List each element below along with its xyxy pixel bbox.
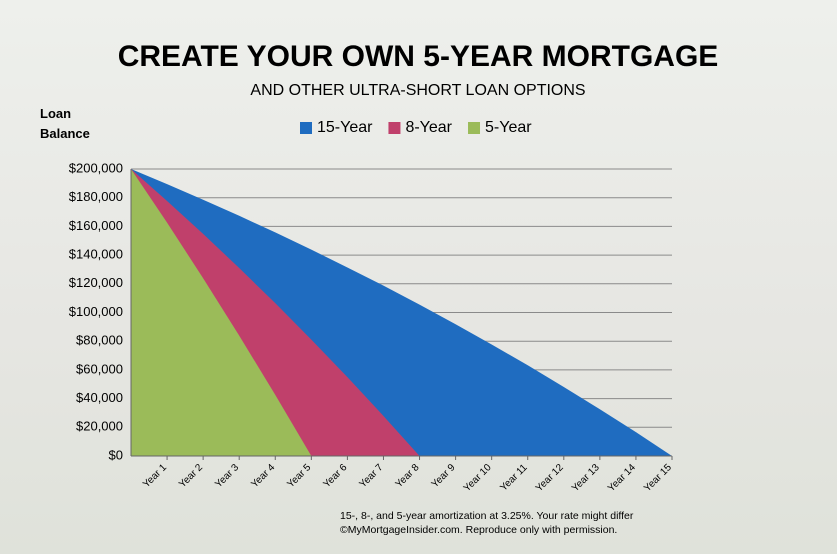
legend-label: 15-Year bbox=[317, 119, 373, 136]
legend-swatch bbox=[388, 122, 401, 134]
y-tick-label: $160,000 bbox=[69, 218, 123, 233]
y-axis-label: Loan Balance bbox=[40, 106, 90, 141]
y-tick-label: $100,000 bbox=[69, 304, 123, 319]
area bbox=[131, 169, 312, 456]
notes: 15-, 8-, and 5-year amortization at 3.25… bbox=[340, 509, 633, 537]
y-tick-label: $120,000 bbox=[69, 275, 123, 290]
y-tick-label: $80,000 bbox=[76, 333, 123, 348]
y-tick-label: $0 bbox=[109, 447, 123, 462]
chart-title: CREATE YOUR OWN 5-YEAR MORTGAGE bbox=[118, 40, 719, 73]
y-tick-label: $20,000 bbox=[76, 419, 123, 434]
y-tick-label: $200,000 bbox=[69, 160, 123, 175]
note: ©MyMortgageInsider.com. Reproduce only w… bbox=[340, 524, 618, 536]
legend-label: 5-Year bbox=[485, 119, 532, 136]
y-tick-label: $180,000 bbox=[69, 189, 123, 204]
y-tick-label: $140,000 bbox=[69, 247, 123, 262]
legend-swatch bbox=[300, 122, 312, 134]
legend-label: 8-Year bbox=[405, 119, 452, 136]
legend-swatch bbox=[468, 122, 481, 134]
note: 15-, 8-, and 5-year amortization at 3.25… bbox=[340, 510, 634, 522]
y-tick-label: $40,000 bbox=[76, 390, 123, 405]
y-tick-label: $60,000 bbox=[76, 361, 123, 376]
chart-subtitle: AND OTHER ULTRA-SHORT LOAN OPTIONS bbox=[250, 82, 585, 99]
